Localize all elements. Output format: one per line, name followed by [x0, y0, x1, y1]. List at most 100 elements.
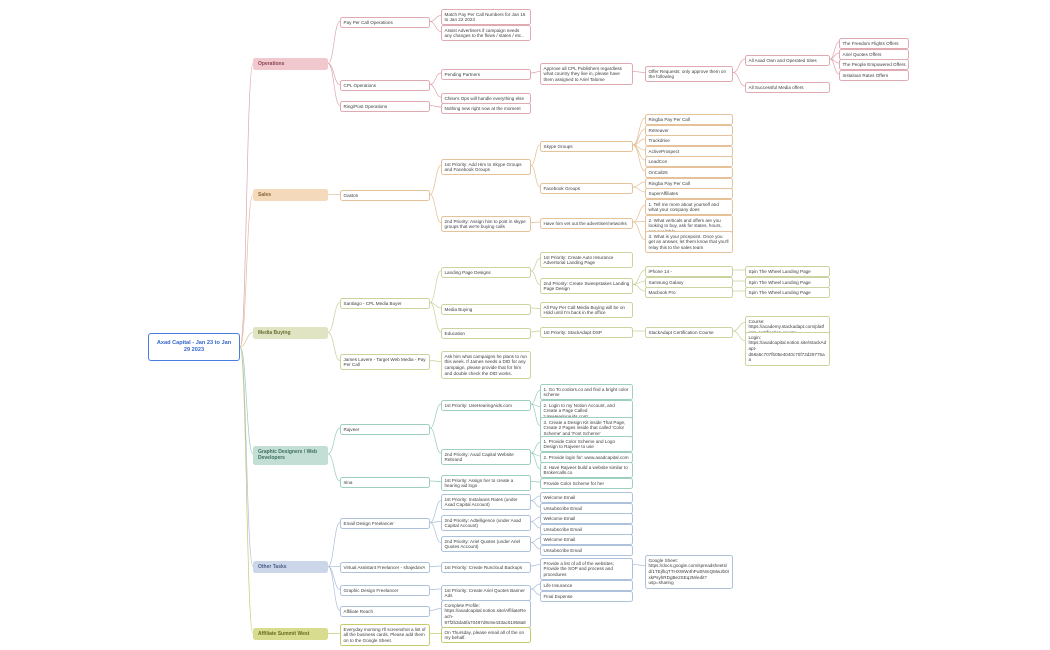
- connector-ppc_ops-assist_adv: [429, 21, 442, 32]
- node-assist_adv[interactable]: Assist Advertisers if campaign needs any…: [441, 25, 531, 42]
- node-p2_assign[interactable]: 2nd Priority: Assign him to post in skyp…: [441, 216, 531, 233]
- connector-h_other-aff_reach: [327, 566, 341, 611]
- connector-t1-we1: [530, 495, 541, 501]
- node-ue3[interactable]: Unsubscribe Email: [540, 545, 633, 556]
- node-santiago[interactable]: Santiago - CPL Media Buyer: [340, 298, 430, 309]
- node-axad_sites[interactable]: All Axad Own and Operated Sites: [745, 55, 830, 66]
- node-skype_g[interactable]: Skype Groups: [540, 141, 633, 152]
- node-root[interactable]: Axad Capital - Jan 23 to Jan 29 2023: [148, 333, 240, 361]
- connector-vet-q1: [632, 205, 646, 223]
- node-h_other[interactable]: Other Tasks: [253, 561, 328, 574]
- node-login_url[interactable]: Login: https://axadcapital.notion.site/S…: [745, 332, 830, 366]
- connector-cpl_ops-chises: [429, 84, 442, 98]
- node-life_ins[interactable]: Life Insurance: [540, 580, 633, 591]
- node-t5[interactable]: 1st Priority: Create Ariel Quotes Banner…: [441, 585, 531, 602]
- node-sk6[interactable]: OnCall26: [645, 167, 733, 178]
- node-q1[interactable]: 1. Tell me more about yourself and what …: [645, 199, 733, 216]
- node-t4[interactable]: 1st Priority: Create Runcloud Backups: [441, 562, 531, 573]
- node-gd_fl[interactable]: Graphic Design Freelancer: [340, 585, 430, 596]
- node-t6[interactable]: Complete Profile: https://axadcapital.no…: [441, 600, 531, 628]
- node-fb_g[interactable]: Facebook Groups: [540, 183, 633, 194]
- node-p1_skype[interactable]: 1st Priority: Add Him to Skype Groups an…: [441, 159, 531, 176]
- node-r1[interactable]: 1. Provide Color Scheme and Logo Design …: [540, 436, 633, 453]
- node-approve_cpl[interactable]: Approve all CPL Publishers regardless wh…: [540, 63, 633, 86]
- connector-h_other-gd_fl: [327, 566, 341, 590]
- connector-skype_g-sk4: [632, 144, 646, 151]
- node-match_ppc[interactable]: Match Pay Per Call Numbers for Jan 16 to…: [441, 9, 531, 26]
- node-nothing_new[interactable]: Nothing new right now at the moment: [441, 103, 531, 114]
- node-h_graphic[interactable]: Graphic Designers / Web Developers: [253, 446, 328, 465]
- node-cpl_ops[interactable]: CPL Operations: [340, 80, 430, 91]
- node-offer_req[interactable]: Offer Requests: only approve them on the…: [645, 66, 733, 83]
- node-ring_ops[interactable]: Ring/Post Operations: [340, 101, 430, 112]
- node-james[interactable]: James Lavere - Target Web Media - Pay Pe…: [340, 354, 430, 371]
- node-ppc_ops[interactable]: Pay Per Call Operations: [340, 17, 430, 28]
- node-p1_auto[interactable]: 1st Priority: Create Auto Insurance Adve…: [540, 252, 633, 269]
- node-we1[interactable]: Welcome Email: [540, 492, 633, 503]
- connector-p2_sweep-iphone: [632, 269, 646, 285]
- node-p1_stack[interactable]: 1st Priority: StackAdapt DSP: [540, 327, 633, 338]
- node-h_summit[interactable]: Affiliate Summit West: [253, 628, 328, 641]
- node-p2_sweep[interactable]: 2nd Priority: Create Sweepstakes Landing…: [540, 278, 633, 295]
- node-rajveer[interactable]: Rajveer: [340, 424, 430, 435]
- node-spin3[interactable]: Spin The Wheel Landing Page: [745, 287, 830, 298]
- node-ppc_hold[interactable]: All Pay Per Call Media Buying will be on…: [540, 302, 633, 319]
- node-spin1[interactable]: Spin The Wheel Landing Page: [745, 266, 830, 277]
- connector-ppc_ops-match_ppc: [429, 15, 442, 22]
- node-h_media[interactable]: Media Buying: [253, 327, 328, 340]
- node-vet[interactable]: Have him vet out the advertiser/networks: [540, 218, 633, 229]
- node-mb_leaf[interactable]: Media Buying: [441, 304, 531, 315]
- node-g2[interactable]: 2. Login to my Notion Account, and Creat…: [540, 400, 633, 423]
- node-va_fl[interactable]: Virtual Assistant Freelancer - shajedaVA: [340, 562, 430, 573]
- node-pending[interactable]: Pending Partners: [441, 69, 531, 80]
- node-iphone[interactable]: iPhone 14 -: [645, 266, 733, 277]
- node-edu[interactable]: Education: [441, 328, 531, 339]
- node-aff_reach[interactable]: Affiliate Reach: [340, 606, 430, 617]
- connector-email_fl-t3: [429, 522, 442, 543]
- node-fb2[interactable]: SuperAffiliates: [645, 188, 733, 199]
- node-lpd[interactable]: Landing Page Designs: [441, 267, 531, 278]
- connector-p1_uha-g2: [530, 403, 541, 407]
- connector-irina-p1_logo: [429, 480, 442, 482]
- node-we2[interactable]: Welcome Email: [540, 513, 633, 524]
- node-sk5[interactable]: LeadCon: [645, 156, 733, 167]
- node-g1[interactable]: 1. Go To coolors.co and find a bright co…: [540, 384, 633, 401]
- connector-axad_sites-freedom_of: [829, 41, 840, 60]
- node-macbook[interactable]: Macbook Pro: [645, 287, 733, 298]
- connector-root-h_graphic: [239, 346, 254, 455]
- node-email_fl[interactable]: Email Design Freelancer: [340, 518, 430, 529]
- node-we3[interactable]: Welcome Email: [540, 534, 633, 545]
- connector-stack_cert-course_url: [732, 322, 746, 332]
- node-pcs_her[interactable]: Provide Color Scheme for her: [540, 478, 633, 489]
- node-stack_cert[interactable]: StackAdapt Certification Course: [645, 327, 733, 338]
- node-h_ops[interactable]: Operations: [253, 58, 328, 71]
- connector-t3-we3: [530, 537, 541, 543]
- node-ask_james[interactable]: Ask him what campaigns he plans to run t…: [441, 351, 531, 379]
- node-everyday[interactable]: Everyday morning I'll screenshot a list …: [340, 624, 430, 647]
- node-p1_logo[interactable]: 1st Priority: Assign her to create a hea…: [441, 475, 531, 492]
- node-g3[interactable]: 3. Create a Design Kit inside That Page,…: [540, 417, 633, 440]
- node-p1_uha[interactable]: 1st Priority: UseHearingAids.com: [441, 400, 531, 411]
- node-t2[interactable]: 2nd Priority: Adtelligence (under Axad C…: [441, 515, 531, 532]
- node-gaston[interactable]: Gaston: [340, 190, 430, 201]
- node-q3[interactable]: 3. What is your pricepoint. Once you get…: [645, 231, 733, 254]
- node-p2_rebrand[interactable]: 2nd Priority: Axad Capital Website Rebra…: [441, 449, 531, 466]
- node-sop[interactable]: Provide a list of all of the websites; P…: [540, 558, 633, 581]
- node-instaloan_of[interactable]: Instaloan Rates Offers: [839, 70, 909, 81]
- node-irina[interactable]: Irina: [340, 477, 430, 488]
- connector-sop-gsheet: [632, 564, 646, 566]
- node-people_of[interactable]: The People Empowered Offers: [839, 59, 909, 70]
- node-h_sales[interactable]: Sales: [253, 189, 328, 202]
- node-t1[interactable]: 1st Priority: Instaloans Rates (under Ax…: [441, 494, 531, 511]
- node-freedom_of[interactable]: The Freedom Flights Offers: [839, 38, 909, 49]
- node-sk1[interactable]: Ringba Pay Per Call: [645, 114, 733, 125]
- node-r3[interactable]: 3. Have Rajveer build a website similar …: [540, 462, 633, 479]
- node-t3[interactable]: 2nd Priority: Ariel Quotes (under Ariel …: [441, 536, 531, 553]
- node-succ_media[interactable]: All Successful Media offers: [745, 82, 830, 93]
- node-final_exp[interactable]: Final Expense: [540, 591, 633, 602]
- node-thursday[interactable]: On Thursday, please email all of the on …: [441, 627, 531, 644]
- connector-t4-sop: [530, 564, 541, 567]
- node-gsheet[interactable]: Google Sheet: https://docs.google.com/sp…: [645, 555, 733, 589]
- node-sk3[interactable]: Trackdrive: [645, 135, 733, 146]
